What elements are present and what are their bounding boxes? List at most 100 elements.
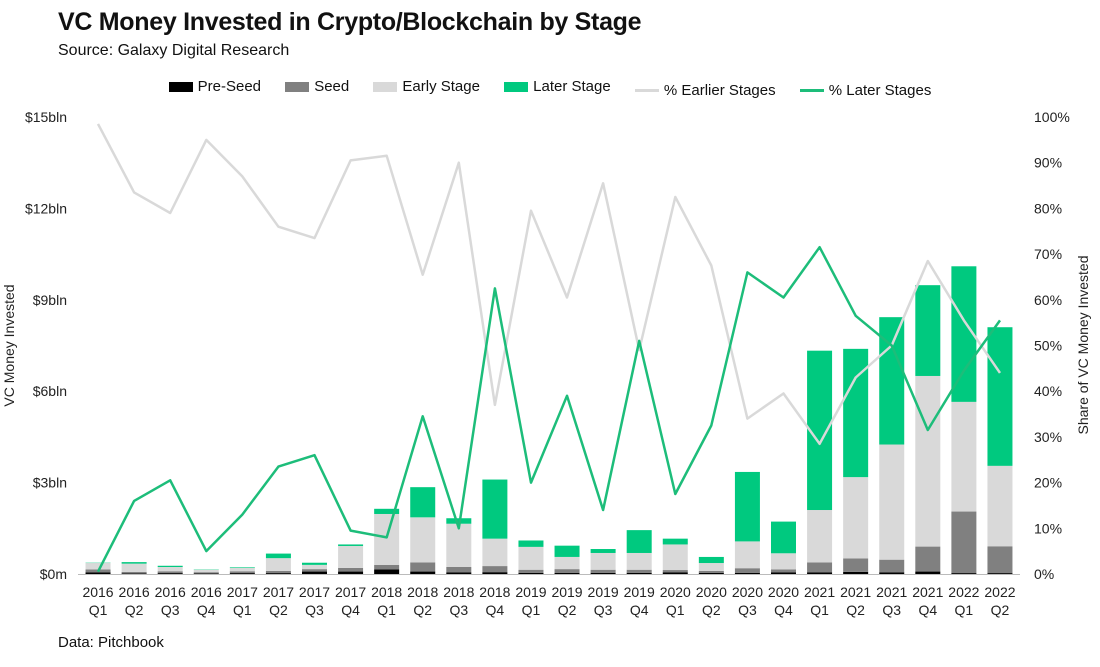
x-tick-quarter: Q1	[955, 602, 974, 618]
x-tick-quarter: Q3	[449, 602, 468, 618]
bar-early-stage	[698, 563, 724, 571]
bar-seed	[771, 569, 796, 573]
legend-item-pct-earlier: % Earlier Stages	[634, 82, 776, 99]
bar-later-stage	[229, 567, 255, 568]
bar-later-stage	[987, 327, 1013, 466]
bar-seed	[554, 569, 580, 573]
y2-tick-label: 50%	[1034, 338, 1062, 354]
bar-seed	[193, 572, 219, 574]
bar-seed	[157, 571, 183, 574]
legend-swatch-pre-seed	[168, 81, 193, 92]
bar-seed	[951, 511, 977, 574]
legend-item-pct-later: % Later Stages	[799, 81, 932, 99]
bar-later-stage	[518, 540, 544, 547]
x-tick-year: 2021	[804, 584, 835, 600]
y2-tick-label: 70%	[1034, 246, 1062, 262]
x-tick-year: 2017	[335, 584, 366, 600]
chart-title: VC Money Invested in Crypto/Blockchain b…	[58, 8, 642, 36]
bar-early-stage	[951, 401, 977, 512]
x-tick-year: 2021	[876, 584, 907, 600]
bar-pre-seed	[482, 572, 508, 574]
legend-item-early-stage: Early Stage	[373, 78, 480, 95]
bar-later-stage	[121, 562, 147, 564]
bar-later-stage	[265, 553, 291, 559]
bar-pre-seed	[518, 572, 544, 574]
data-source-note: Data: Pitchbook	[58, 634, 164, 651]
x-tick-quarter: Q1	[233, 602, 252, 618]
x-tick-year: 2020	[768, 584, 799, 600]
x-tick-quarter: Q2	[413, 602, 432, 618]
bar-pre-seed	[843, 571, 869, 574]
x-tick-year: 2016	[155, 584, 186, 600]
bar-pre-seed	[807, 572, 833, 574]
x-tick-quarter: Q2	[269, 602, 288, 618]
x-tick-year: 2016	[119, 584, 150, 600]
bar-later-stage	[626, 530, 652, 553]
bar-later-stage	[374, 508, 400, 514]
bar-seed	[482, 566, 508, 573]
bar-pre-seed	[302, 571, 327, 574]
bar-early-stage	[410, 517, 436, 563]
bar-later-stage	[554, 545, 580, 557]
x-tick-year: 2018	[479, 584, 510, 600]
bar-later-stage	[879, 317, 905, 445]
x-tick-quarter: Q3	[161, 602, 180, 618]
x-tick-quarter: Q3	[594, 602, 613, 618]
bar-pre-seed	[121, 573, 147, 574]
legend-item-pre-seed: Pre-Seed	[168, 78, 261, 95]
bar-seed	[698, 570, 724, 573]
bar-pre-seed	[338, 571, 364, 574]
bar-later-stage	[698, 556, 724, 564]
y-axis-label: VC Money Invested	[1, 284, 17, 406]
bar-seed	[121, 571, 147, 574]
x-tick-quarter: Q3	[305, 602, 324, 618]
x-tick-year: 2017	[263, 584, 294, 600]
bar-seed	[590, 569, 616, 573]
bar-later-stage	[662, 538, 688, 545]
x-tick-year: 2017	[227, 584, 258, 600]
bar-pre-seed	[915, 571, 941, 574]
bar-early-stage	[554, 556, 580, 570]
bar-seed	[807, 562, 833, 573]
legend-label-pct-later: % Later Stages	[828, 81, 932, 99]
x-tick-year: 2019	[588, 584, 619, 600]
bar-early-stage	[734, 541, 760, 569]
bar-early-stage	[915, 375, 941, 547]
legend-label-early-stage: Early Stage	[402, 78, 480, 95]
bar-seed	[374, 564, 400, 570]
x-tick-year: 2020	[660, 584, 691, 600]
x-tick-quarter: Q2	[991, 602, 1010, 618]
y-tick-label: $3bln	[33, 475, 67, 491]
x-tick-year: 2019	[624, 584, 655, 600]
y2-tick-label: 0%	[1034, 566, 1054, 582]
bar-early-stage	[446, 523, 472, 567]
x-tick-quarter: Q4	[774, 602, 793, 618]
x-tick-quarter: Q4	[918, 602, 937, 618]
chart-legend: Pre-Seed Seed Early Stage Later Stage % …	[0, 78, 1100, 99]
bar-early-stage	[121, 563, 147, 572]
x-tick-year: 2021	[912, 584, 943, 600]
legend-label-later-stage: Later Stage	[533, 78, 611, 95]
bar-later-stage	[771, 521, 796, 554]
line-pct-later-stages	[96, 245, 1002, 573]
y2-tick-label: 40%	[1034, 383, 1062, 399]
bar-pre-seed	[626, 572, 652, 574]
bar-early-stage	[590, 552, 616, 570]
x-tick-quarter: Q2	[702, 602, 721, 618]
x-tick-year: 2021	[840, 584, 871, 600]
bar-pre-seed	[771, 572, 796, 574]
bar-early-stage	[518, 546, 544, 570]
bar-pre-seed	[879, 572, 905, 574]
x-tick-year: 2020	[696, 584, 727, 600]
x-tick-quarter: Q4	[486, 602, 505, 618]
x-tick-quarter: Q4	[630, 602, 649, 618]
bar-early-stage	[338, 545, 364, 568]
bar-seed	[229, 571, 255, 574]
bar-later-stage	[302, 562, 327, 565]
bar-seed	[626, 569, 652, 573]
y-tick-label: $6bln	[33, 383, 67, 399]
bar-seed	[410, 562, 436, 572]
x-tick-quarter: Q1	[522, 602, 541, 618]
x-tick-year: 2019	[551, 584, 582, 600]
y2-tick-label: 30%	[1034, 429, 1062, 445]
